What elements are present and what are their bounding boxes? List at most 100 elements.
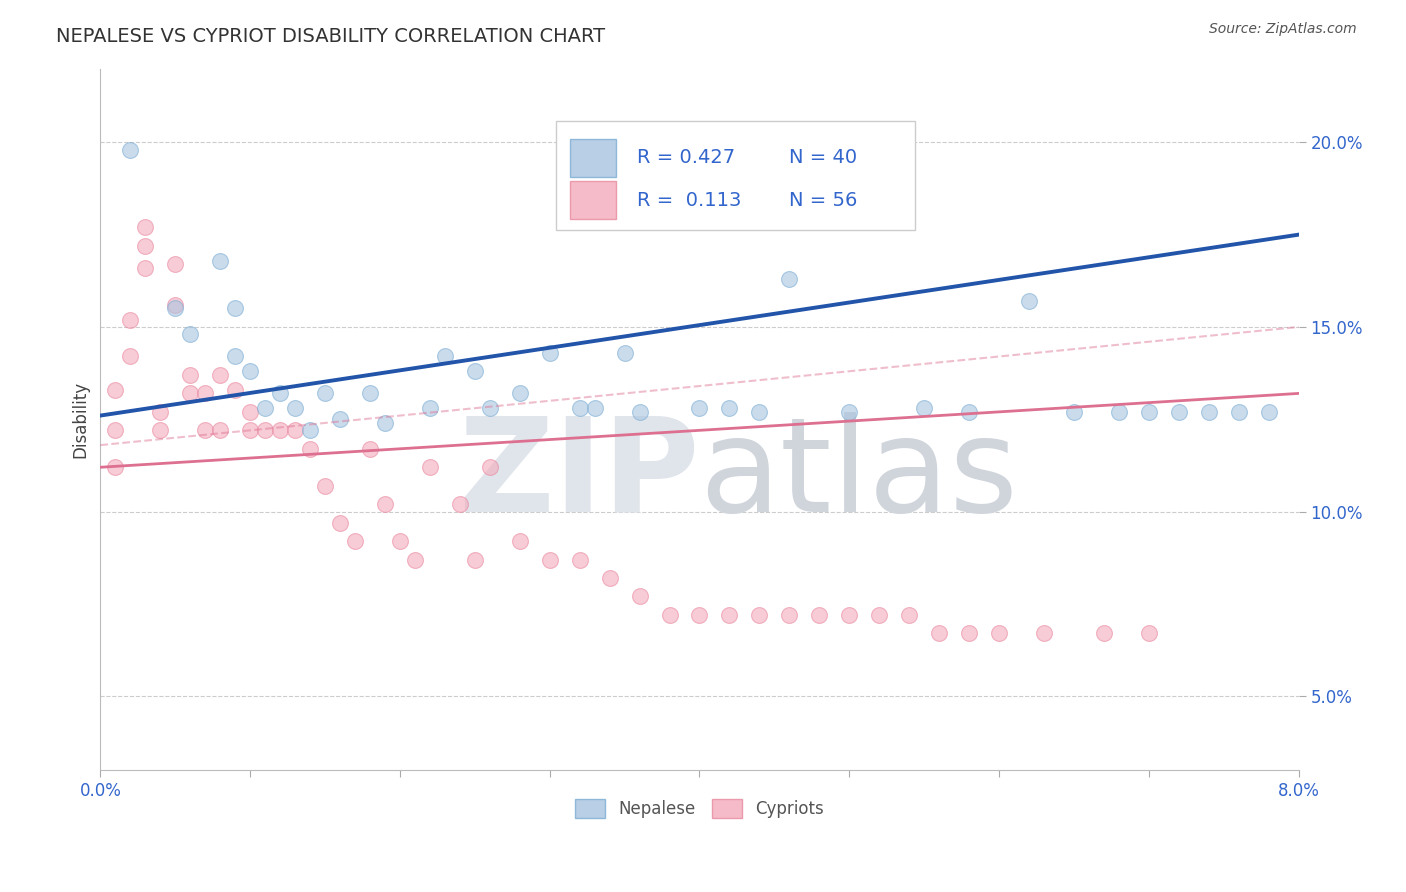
Text: Source: ZipAtlas.com: Source: ZipAtlas.com (1209, 22, 1357, 37)
Point (778, 607, 800, 622)
FancyBboxPatch shape (555, 121, 915, 230)
Point (464, 552, 486, 566)
Point (194, 386, 217, 401)
Point (374, 416, 396, 430)
Point (239, 364, 262, 378)
Point (329, 516, 352, 530)
Point (464, 364, 486, 378)
Point (254, 401, 277, 416)
Point (628, 405, 651, 419)
Point (120, 143, 142, 157)
Point (898, 607, 921, 622)
Point (718, 401, 741, 416)
FancyBboxPatch shape (569, 181, 616, 219)
Point (165, 301, 187, 316)
Point (284, 423, 307, 437)
Point (239, 405, 262, 419)
Point (194, 423, 217, 437)
Point (688, 607, 710, 622)
Point (179, 327, 201, 342)
Point (165, 298, 187, 312)
Point (478, 401, 501, 416)
Point (808, 607, 831, 622)
Point (1137, 405, 1160, 419)
Point (209, 368, 232, 382)
Point (329, 412, 352, 426)
Point (343, 534, 366, 549)
Point (1032, 626, 1054, 640)
Point (120, 350, 142, 364)
Point (478, 460, 501, 475)
Point (149, 405, 172, 419)
Point (1167, 405, 1189, 419)
Point (388, 534, 411, 549)
Point (748, 405, 770, 419)
Point (104, 460, 127, 475)
Point (988, 626, 1011, 640)
Point (419, 460, 441, 475)
Point (224, 383, 246, 397)
Point (509, 534, 531, 549)
Point (359, 442, 381, 456)
Point (748, 607, 770, 622)
Point (868, 607, 890, 622)
Point (433, 350, 456, 364)
Point (269, 386, 291, 401)
Point (628, 590, 651, 604)
Point (928, 626, 950, 640)
Point (239, 423, 262, 437)
Point (314, 479, 336, 493)
Point (449, 497, 471, 511)
Point (658, 607, 681, 622)
Point (149, 423, 172, 437)
Point (134, 238, 156, 252)
Point (419, 401, 441, 416)
Point (599, 571, 621, 585)
Point (104, 423, 127, 437)
Point (509, 386, 531, 401)
Point (568, 401, 591, 416)
Point (538, 552, 561, 566)
Text: NEPALESE VS CYPRIOT DISABILITY CORRELATION CHART: NEPALESE VS CYPRIOT DISABILITY CORRELATI… (56, 27, 606, 45)
Point (718, 607, 741, 622)
Point (1108, 405, 1130, 419)
Text: R =  0.113: R = 0.113 (637, 191, 741, 210)
Point (179, 368, 201, 382)
Point (1063, 405, 1085, 419)
Point (583, 401, 606, 416)
Point (134, 260, 156, 275)
Point (1227, 405, 1250, 419)
Point (838, 405, 860, 419)
Point (299, 442, 322, 456)
Text: N = 40: N = 40 (789, 148, 858, 167)
Point (538, 346, 561, 360)
FancyBboxPatch shape (569, 138, 616, 178)
Point (1018, 294, 1040, 309)
Point (209, 423, 232, 437)
Point (912, 401, 935, 416)
Point (224, 301, 246, 316)
Point (224, 350, 246, 364)
Point (404, 552, 426, 566)
Point (568, 552, 591, 566)
Point (838, 607, 860, 622)
Point (269, 423, 291, 437)
Point (209, 253, 232, 268)
Point (688, 401, 710, 416)
Point (165, 257, 187, 271)
Point (120, 312, 142, 326)
Point (1137, 626, 1160, 640)
Text: ZIP: ZIP (458, 412, 699, 539)
Text: atlas: atlas (699, 412, 1018, 539)
Point (134, 220, 156, 235)
Text: N = 56: N = 56 (789, 191, 858, 210)
Legend: Nepalese, Cypriots: Nepalese, Cypriots (568, 792, 831, 825)
Point (179, 386, 201, 401)
Point (359, 386, 381, 401)
Text: R = 0.427: R = 0.427 (637, 148, 735, 167)
Point (374, 497, 396, 511)
Point (613, 346, 636, 360)
Point (778, 272, 800, 286)
Point (314, 386, 336, 401)
Point (254, 423, 277, 437)
